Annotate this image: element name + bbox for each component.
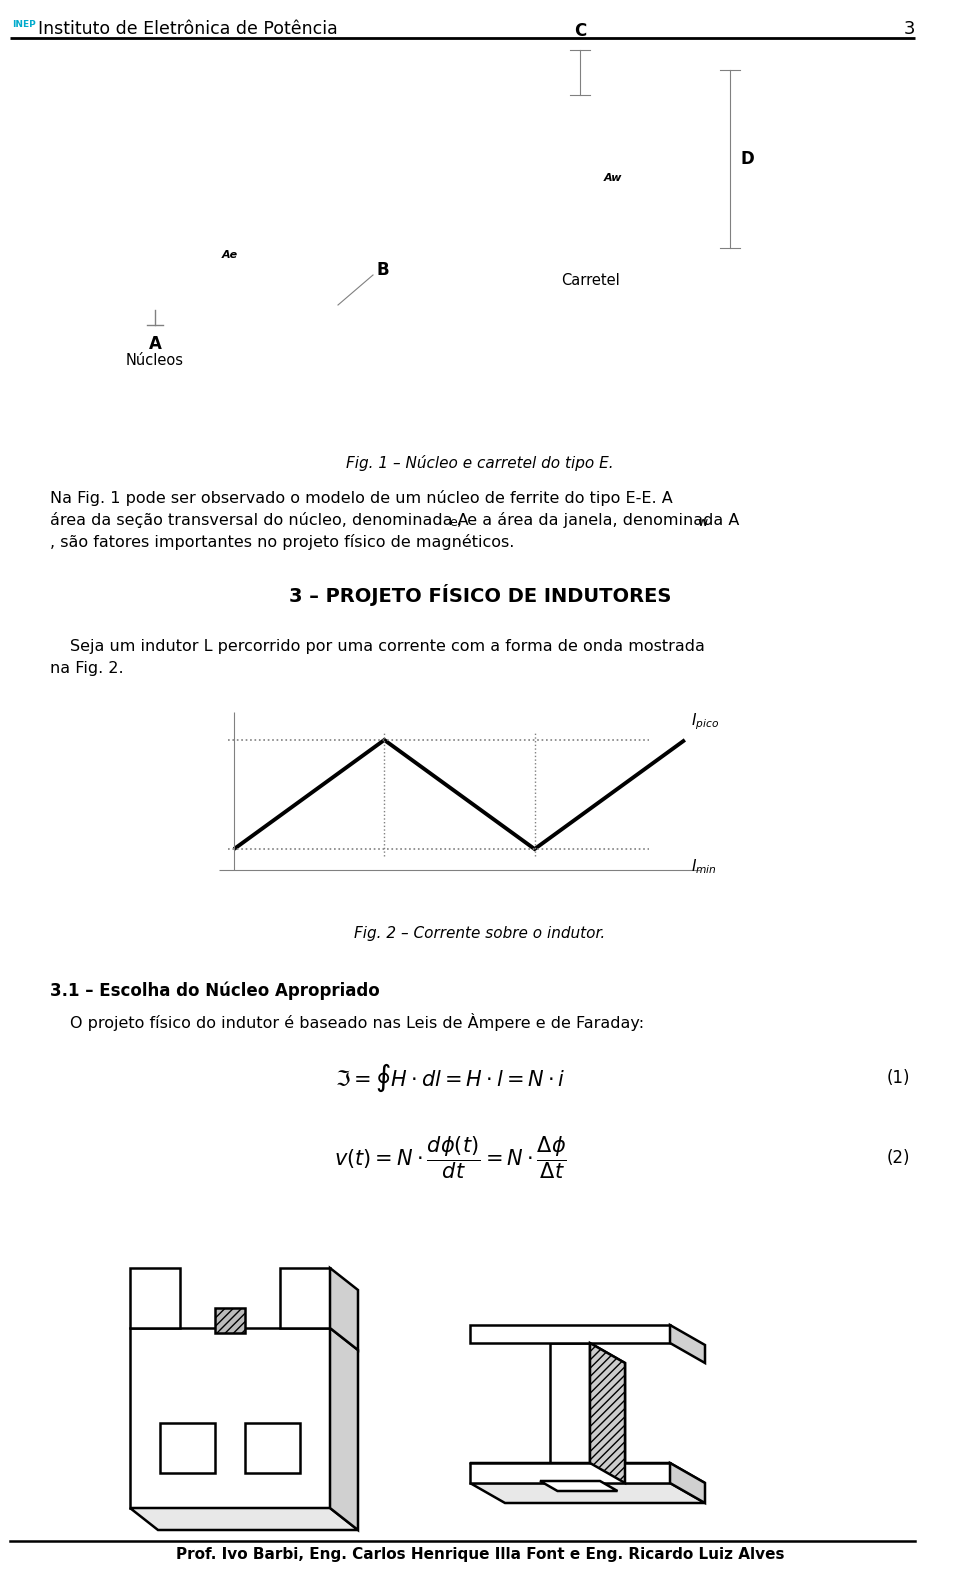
Text: $v(t) = N \cdot \dfrac{d\phi(t)}{dt} = N \cdot \dfrac{\Delta\phi}{\Delta t}$: $v(t) = N \cdot \dfrac{d\phi(t)}{dt} = N… [333,1134,566,1181]
Text: e: e [449,516,457,529]
Polygon shape [550,1343,590,1463]
Text: Fig. 1 – Núcleo e carretel do tipo E.: Fig. 1 – Núcleo e carretel do tipo E. [347,455,613,470]
Text: Aw: Aw [603,173,622,182]
Text: Instituto de Eletrônica de Potência: Instituto de Eletrônica de Potência [38,20,338,38]
Text: D: D [740,149,754,168]
Text: 3: 3 [903,20,915,38]
Polygon shape [670,1463,705,1502]
Text: área da seção transversal do núcleo, denominada A: área da seção transversal do núcleo, den… [50,511,468,529]
Text: (2): (2) [886,1148,910,1167]
Polygon shape [280,1268,330,1328]
Polygon shape [590,1343,625,1483]
Polygon shape [330,1328,358,1531]
Polygon shape [130,1509,358,1531]
Polygon shape [590,1343,625,1483]
Text: C: C [574,22,587,39]
Polygon shape [470,1324,670,1343]
Polygon shape [540,1482,617,1491]
Polygon shape [130,1268,180,1328]
Text: na Fig. 2.: na Fig. 2. [50,661,124,676]
Polygon shape [130,1328,330,1509]
Polygon shape [330,1268,358,1350]
Polygon shape [470,1463,670,1483]
Text: INEP: INEP [12,20,36,28]
Text: (1): (1) [886,1070,910,1087]
Text: w: w [697,516,708,529]
Text: $I_{min}$: $I_{min}$ [691,857,717,876]
Text: $\Im = \oint H \cdot dl = H \cdot l = N \cdot i$: $\Im = \oint H \cdot dl = H \cdot l = N … [335,1062,565,1095]
Text: $I_{pico}$: $I_{pico}$ [691,711,719,731]
Text: , são fatores importantes no projeto físico de magnéticos.: , são fatores importantes no projeto fís… [50,533,515,551]
Polygon shape [470,1463,705,1483]
Text: Fig. 2 – Corrente sobre o indutor.: Fig. 2 – Corrente sobre o indutor. [354,926,606,941]
Text: O projeto físico do indutor é baseado nas Leis de Àmpere e de Faraday:: O projeto físico do indutor é baseado na… [70,1013,644,1030]
Polygon shape [215,1309,245,1332]
Text: Carretel: Carretel [561,274,619,288]
Text: 3.1 – Escolha do Núcleo Apropriado: 3.1 – Escolha do Núcleo Apropriado [50,982,380,999]
Polygon shape [245,1424,300,1472]
Text: , e a área da janela, denominada A: , e a área da janela, denominada A [457,511,739,529]
Text: A: A [149,335,161,352]
Text: B: B [376,261,389,278]
Text: Núcleos: Núcleos [126,352,184,368]
Polygon shape [160,1424,215,1472]
Polygon shape [470,1483,705,1502]
Polygon shape [670,1324,705,1362]
Text: 3 – PROJETO FÍSICO DE INDUTORES: 3 – PROJETO FÍSICO DE INDUTORES [289,584,671,606]
Text: Na Fig. 1 pode ser observado o modelo de um núcleo de ferrite do tipo E-E. A: Na Fig. 1 pode ser observado o modelo de… [50,491,673,507]
Text: Prof. Ivo Barbi, Eng. Carlos Henrique Illa Font e Eng. Ricardo Luiz Alves: Prof. Ivo Barbi, Eng. Carlos Henrique Il… [176,1548,784,1562]
Text: Ae: Ae [222,250,238,261]
Text: Seja um indutor L percorrido por uma corrente com a forma de onda mostrada: Seja um indutor L percorrido por uma cor… [70,639,705,654]
